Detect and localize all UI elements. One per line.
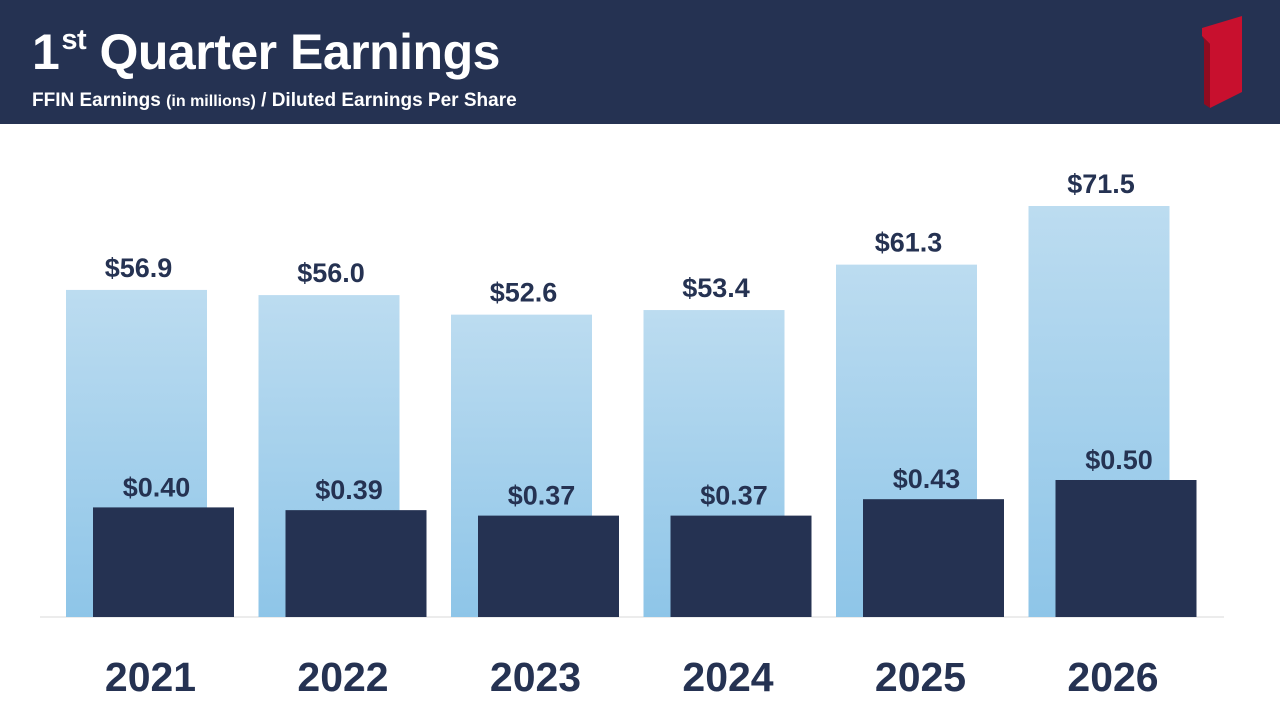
x-tick-label-2022: 2022 [297,654,388,700]
x-tick-label-2023: 2023 [490,654,581,700]
earnings-value-label-2024: $53.4 [682,273,750,303]
title-number: 1 [32,24,60,80]
eps-bar-2023 [478,515,619,617]
page-subtitle: FFIN Earnings (in millions) / Diluted Ea… [32,89,517,114]
eps-bar-2022 [285,510,427,617]
earnings-value-label-2022: $56.0 [297,258,365,288]
earnings-bar-chart: $56.9 $0.40 2021 $56.0 $0.39 2022 $52.6 $0.37 20… [40,169,1224,700]
earnings-value-label-2025: $61.3 [875,228,943,258]
subtitle-rest: / Diluted Earnings Per Share [255,90,517,111]
earnings-value-label-2021: $56.9 [105,253,173,283]
x-tick-label-2026: 2026 [1067,654,1158,700]
subtitle-unit: (in millions) [166,93,256,110]
x-tick-label-2021: 2021 [105,654,196,700]
x-tick-label-2024: 2024 [682,654,773,700]
eps-bar-2021 [93,507,234,617]
page-title: 1st Quarter Earnings [32,22,500,82]
earnings-value-label-2026: $71.5 [1067,169,1135,199]
eps-value-label-2026: $0.50 [1085,445,1153,475]
eps-value-label-2025: $0.43 [893,464,961,494]
x-tick-label-2025: 2025 [875,654,966,700]
eps-value-label-2023: $0.37 [508,481,576,511]
earnings-value-label-2023: $52.6 [490,278,558,308]
subtitle-series-name: FFIN Earnings [32,90,167,111]
eps-bar-2024 [670,515,812,617]
eps-value-label-2024: $0.37 [700,481,768,511]
eps-value-label-2022: $0.39 [315,475,383,505]
title-ordinal-suffix: st [61,24,87,56]
eps-bar-2025 [863,499,1004,617]
title-text: Quarter Earnings [86,24,501,80]
header-banner: 1st Quarter Earnings FFIN Earnings (in m… [0,0,1280,124]
eps-bar-2026 [1055,480,1197,617]
red-numeral-one-logo-icon [1202,16,1242,108]
eps-value-label-2021: $0.40 [123,472,191,502]
